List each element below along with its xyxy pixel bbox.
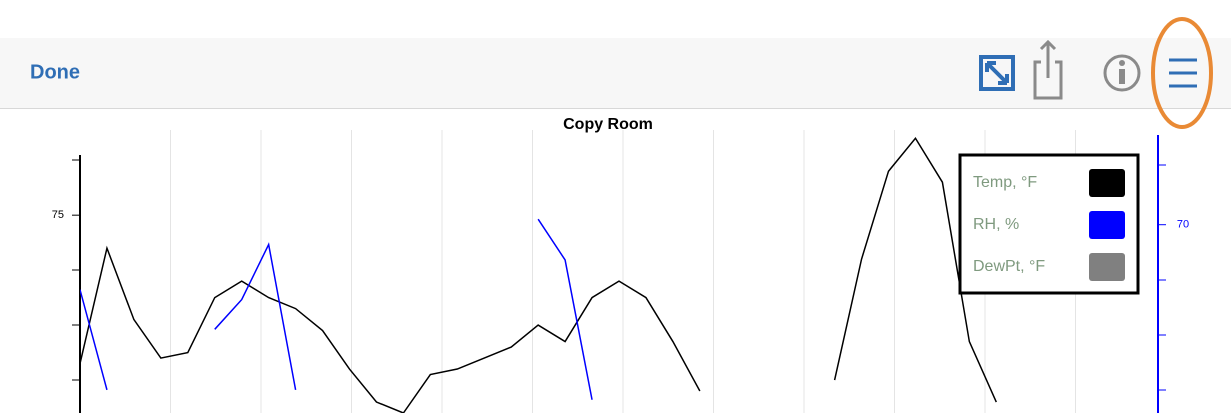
chart: Copy Room 75 70 Temp, °F RH, % DewPt, °F — [52, 116, 1189, 413]
legend-swatch — [1089, 253, 1125, 281]
share-icon[interactable] — [1033, 39, 1063, 100]
fullscreen-icon[interactable] — [979, 55, 1015, 91]
legend: Temp, °F RH, % DewPt, °F — [958, 153, 1140, 295]
legend-label: DewPt, °F — [973, 258, 1045, 275]
legend-label: RH, % — [973, 216, 1019, 233]
series-line — [80, 289, 108, 391]
done-button[interactable]: Done — [30, 61, 80, 83]
y2-tick-label: 70 — [1177, 219, 1189, 231]
series-line — [537, 218, 593, 400]
series-line — [833, 136, 997, 403]
series-line — [80, 245, 701, 413]
legend-label: Temp, °F — [973, 174, 1037, 191]
legend-swatch — [1089, 169, 1125, 197]
toolbar — [0, 38, 1231, 108]
info-icon[interactable] — [1103, 54, 1141, 92]
highlight-circle — [1151, 17, 1213, 129]
legend-swatch — [1089, 211, 1125, 239]
chart-title: Copy Room — [563, 116, 653, 133]
series-line — [214, 242, 297, 391]
y-tick-label: 75 — [52, 209, 64, 221]
menu-icon[interactable] — [1169, 58, 1197, 88]
